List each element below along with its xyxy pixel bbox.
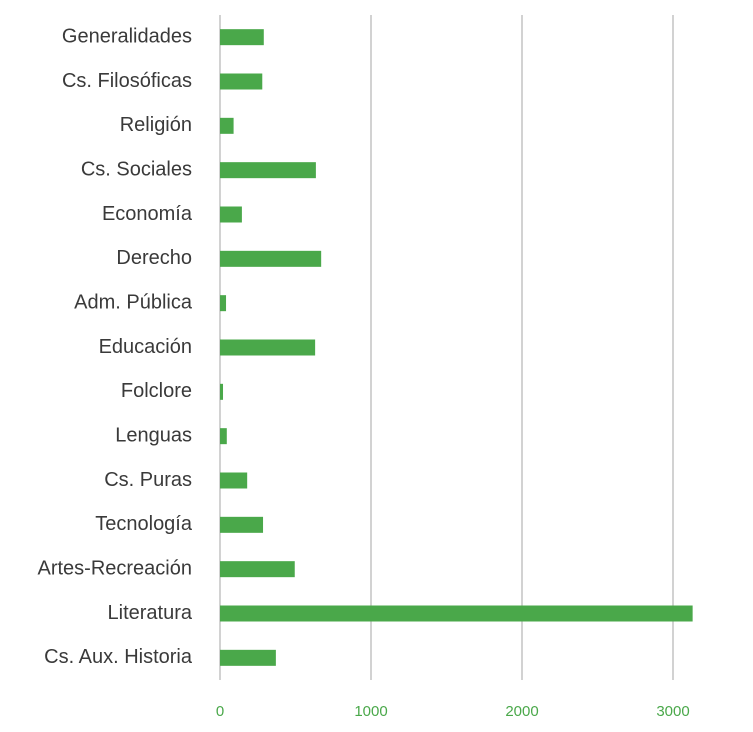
bar (220, 516, 264, 533)
y-tick-label: Adm. Pública (74, 291, 193, 313)
bar (220, 428, 227, 445)
bar (220, 383, 224, 400)
y-tick-label: Economía (102, 203, 193, 225)
y-tick-label: Lenguas (115, 424, 192, 446)
x-tick-label: 2000 (505, 703, 538, 720)
y-tick-label: Educación (99, 336, 192, 358)
y-tick-label: Cs. Aux. Historia (44, 646, 193, 668)
bar (220, 339, 316, 356)
bar (220, 162, 316, 179)
bar (220, 605, 693, 622)
y-tick-label: Folclore (121, 380, 192, 402)
x-tick-label: 0 (216, 703, 224, 720)
bar (220, 295, 227, 312)
y-tick-label: Cs. Sociales (81, 158, 192, 180)
x-tick-label: 3000 (656, 703, 689, 720)
y-tick-label: Cs. Puras (104, 469, 192, 491)
bar (220, 561, 295, 578)
bar (220, 117, 234, 134)
y-tick-label: Derecho (116, 247, 192, 269)
bar (220, 29, 264, 46)
y-tick-label: Cs. Filosóficas (62, 70, 192, 92)
y-tick-label: Generalidades (62, 25, 192, 47)
bar (220, 472, 248, 489)
bar (220, 250, 322, 267)
bar (220, 73, 263, 90)
y-tick-label: Tecnología (95, 513, 193, 535)
x-tick-label: 1000 (354, 703, 387, 720)
bar (220, 649, 276, 666)
y-tick-label: Artes-Recreación (37, 557, 192, 579)
bar (220, 206, 242, 223)
y-tick-label: Literatura (108, 602, 193, 624)
y-tick-label: Religión (120, 114, 192, 136)
